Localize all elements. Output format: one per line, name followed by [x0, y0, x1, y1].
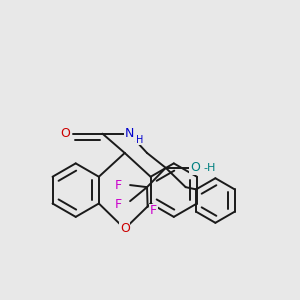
Text: F: F — [115, 199, 122, 212]
Text: F: F — [150, 204, 157, 218]
Text: N: N — [124, 127, 134, 140]
Text: -H: -H — [203, 163, 216, 173]
Text: H: H — [136, 135, 143, 145]
Text: O: O — [60, 127, 70, 140]
Text: O: O — [120, 222, 130, 235]
Text: F: F — [115, 179, 122, 192]
Text: O: O — [190, 161, 200, 174]
